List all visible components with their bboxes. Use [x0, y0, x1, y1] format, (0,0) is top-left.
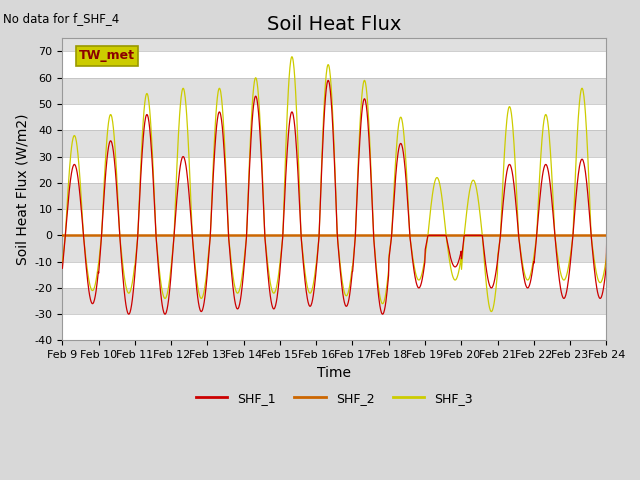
Bar: [63, 262, 606, 288]
Text: No data for f_SHF_4: No data for f_SHF_4: [3, 12, 120, 25]
Bar: [63, 209, 606, 235]
X-axis label: Time: Time: [317, 366, 351, 380]
Text: TW_met: TW_met: [79, 49, 135, 62]
Title: Soil Heat Flux: Soil Heat Flux: [267, 15, 401, 34]
Bar: [63, 314, 606, 340]
Bar: [63, 104, 606, 130]
Legend: SHF_1, SHF_2, SHF_3: SHF_1, SHF_2, SHF_3: [191, 387, 478, 410]
Bar: [63, 51, 606, 78]
Y-axis label: Soil Heat Flux (W/m2): Soil Heat Flux (W/m2): [15, 114, 29, 265]
Bar: [63, 156, 606, 183]
